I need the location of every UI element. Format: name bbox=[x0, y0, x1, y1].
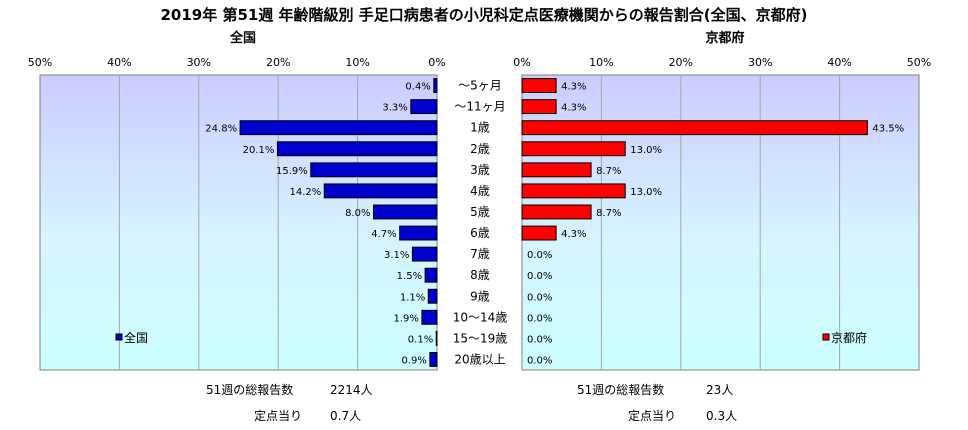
category-label: 10～14歳 bbox=[453, 310, 508, 324]
national-bar bbox=[372, 204, 438, 220]
kyoto-data-label: 0.0% bbox=[527, 334, 552, 345]
kyoto-plot-area bbox=[521, 74, 920, 371]
kyoto-total-value: 23人 bbox=[706, 383, 733, 397]
category-label: ～5ヶ月 bbox=[458, 79, 502, 93]
national-tick-label: 30% bbox=[187, 56, 211, 69]
national-bar bbox=[410, 99, 438, 115]
national-tick-label: 0% bbox=[428, 56, 445, 69]
national-data-label: 20.1% bbox=[243, 145, 275, 156]
national-bar bbox=[424, 267, 438, 283]
category-label: 6歳 bbox=[470, 226, 490, 240]
national-tick-label: 50% bbox=[28, 56, 52, 69]
kyoto-bar bbox=[521, 78, 557, 93]
kyoto-data-label: 13.0% bbox=[630, 187, 662, 198]
national-bar bbox=[310, 162, 438, 178]
kyoto-data-label: 4.3% bbox=[561, 103, 586, 114]
kyoto-bar bbox=[521, 204, 592, 220]
national-bar bbox=[427, 288, 438, 304]
national-panel-title: 全国 bbox=[229, 30, 256, 46]
national-bar bbox=[399, 225, 438, 241]
kyoto-bar bbox=[521, 99, 557, 115]
national-tick-label: 20% bbox=[266, 56, 290, 69]
kyoto-tick-label: 10% bbox=[589, 56, 613, 69]
national-data-label: 3.3% bbox=[382, 103, 407, 114]
kyoto-bar bbox=[521, 120, 868, 136]
national-data-label: 0.4% bbox=[405, 82, 430, 93]
kyoto-data-label: 4.3% bbox=[561, 229, 586, 240]
kyoto-bar bbox=[521, 141, 626, 157]
kyoto-data-label: 8.7% bbox=[596, 208, 621, 219]
national-data-label: 1.1% bbox=[400, 292, 425, 303]
category-label: 9歳 bbox=[470, 289, 490, 303]
kyoto-bar bbox=[521, 225, 557, 241]
national-bar bbox=[411, 246, 438, 262]
national-bar bbox=[435, 330, 438, 346]
kyoto-total-label: 51週の総報告数 bbox=[577, 382, 664, 397]
chart-title: 2019年 第51週 年齢階級別 手足口病患者の小児科定点医療機関からの報告割合… bbox=[160, 6, 807, 24]
kyoto-bar bbox=[521, 162, 592, 178]
category-label: 4歳 bbox=[470, 184, 490, 198]
kyoto-per-value: 0.3人 bbox=[706, 409, 737, 423]
national-total-label: 51週の総報告数 bbox=[206, 382, 293, 397]
kyoto-tick-label: 30% bbox=[748, 56, 772, 69]
national-per-value: 0.7人 bbox=[330, 409, 361, 423]
category-label: 5歳 bbox=[470, 205, 490, 219]
national-data-label: 0.1% bbox=[408, 334, 433, 345]
category-label: 2歳 bbox=[470, 142, 490, 156]
category-label: ～11ヶ月 bbox=[454, 100, 505, 114]
kyoto-tick-label: 0% bbox=[513, 56, 530, 69]
kyoto-data-label: 4.3% bbox=[561, 82, 586, 93]
kyoto-data-label: 0.0% bbox=[527, 355, 552, 366]
kyoto-tick-label: 40% bbox=[827, 56, 851, 69]
national-data-label: 3.1% bbox=[384, 250, 409, 261]
kyoto-tick-label: 20% bbox=[669, 56, 693, 69]
kyoto-legend-label: 京都府 bbox=[831, 330, 867, 345]
national-bar bbox=[433, 78, 438, 93]
kyoto-per-label: 定点当り bbox=[628, 408, 676, 423]
category-label: 20歳以上 bbox=[454, 352, 505, 366]
national-data-label: 1.9% bbox=[394, 313, 419, 324]
national-data-label: 14.2% bbox=[289, 187, 321, 198]
national-total-value: 2214人 bbox=[330, 383, 373, 397]
national-data-label: 24.8% bbox=[205, 124, 237, 135]
national-legend-label: 全国 bbox=[124, 330, 148, 345]
national-tick-label: 10% bbox=[345, 56, 369, 69]
kyoto-tick-label: 50% bbox=[907, 56, 931, 69]
category-label: 8歳 bbox=[470, 268, 490, 282]
kyoto-legend-swatch bbox=[822, 333, 830, 341]
national-bar bbox=[421, 309, 438, 325]
national-legend-swatch bbox=[115, 333, 123, 341]
national-data-label: 0.9% bbox=[401, 355, 426, 366]
kyoto-data-label: 43.5% bbox=[872, 124, 904, 135]
national-bar bbox=[239, 120, 438, 136]
category-label: 1歳 bbox=[470, 121, 490, 135]
category-label: 7歳 bbox=[470, 247, 490, 261]
national-plot-area bbox=[39, 74, 438, 371]
national-per-label: 定点当り bbox=[254, 408, 302, 423]
kyoto-panel-title: 京都府 bbox=[705, 30, 744, 46]
national-data-label: 4.7% bbox=[371, 229, 396, 240]
category-label: 15～19歳 bbox=[453, 331, 508, 345]
kyoto-data-label: 0.0% bbox=[527, 313, 552, 324]
kyoto-bar bbox=[521, 183, 626, 199]
national-bar bbox=[323, 183, 438, 199]
national-bar bbox=[276, 141, 438, 157]
national-data-label: 1.5% bbox=[397, 271, 422, 282]
national-bar bbox=[429, 352, 438, 367]
national-data-label: 8.0% bbox=[345, 208, 370, 219]
national-tick-label: 40% bbox=[107, 56, 131, 69]
kyoto-data-label: 0.0% bbox=[527, 250, 552, 261]
kyoto-data-label: 13.0% bbox=[630, 145, 662, 156]
kyoto-data-label: 0.0% bbox=[527, 292, 552, 303]
kyoto-data-label: 0.0% bbox=[527, 271, 552, 282]
kyoto-data-label: 8.7% bbox=[596, 166, 621, 177]
national-data-label: 15.9% bbox=[276, 166, 308, 177]
category-label: 3歳 bbox=[470, 163, 490, 177]
